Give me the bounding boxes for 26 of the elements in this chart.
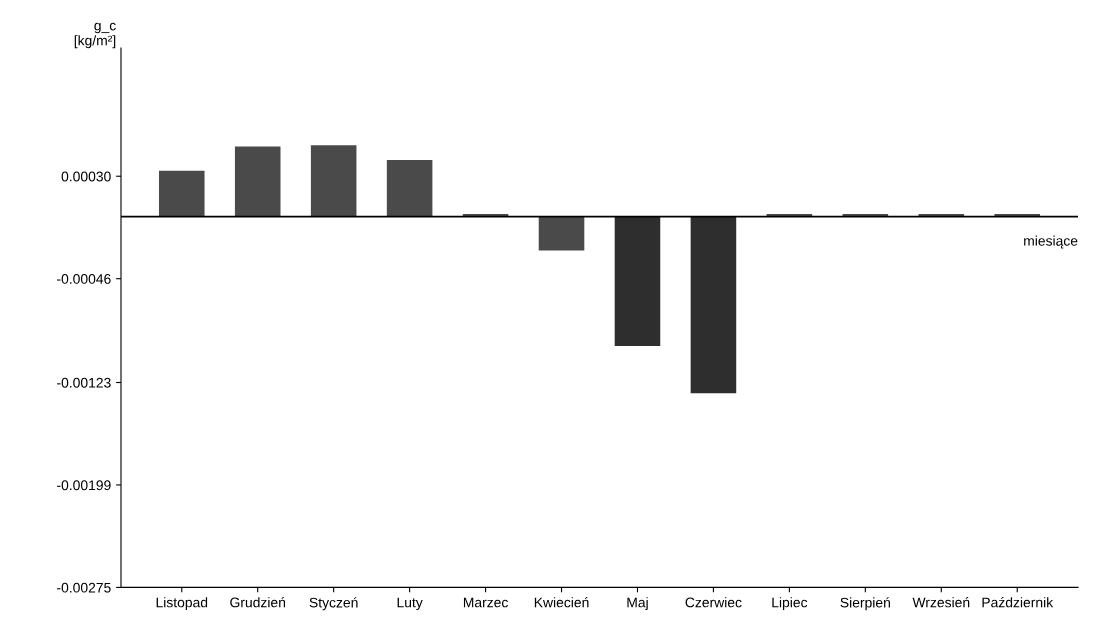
y-tick-label: -0.00046	[57, 274, 111, 284]
x-tick-label: Październik	[982, 596, 1054, 608]
x-tick-label: Styczeń	[309, 597, 358, 611]
bar	[386, 160, 433, 217]
y-tick-label: 0.00030	[61, 171, 111, 182]
x-tick-label: Kwiecień	[534, 596, 589, 608]
bar	[614, 216, 661, 347]
bar	[690, 216, 737, 394]
y-tick-label: -0.00123	[57, 377, 111, 388]
x-tick-label: Wrzesień	[912, 596, 970, 608]
x-tick-label: Czerwiec	[685, 597, 742, 608]
x-tick-label: Luty	[397, 597, 423, 611]
x-axis-title: miesiące	[1024, 235, 1078, 249]
y-axis-title: g_c [kg/m²]	[74, 22, 116, 49]
x-tick-label: Listopad	[156, 597, 208, 611]
bar	[310, 145, 357, 217]
y-tick-label: -0.00199	[57, 480, 111, 491]
x-tick-label: Lipiec	[772, 597, 808, 611]
x-tick-label: Sierpień	[840, 597, 890, 611]
x-tick-label: Marzec	[463, 597, 508, 608]
x-tick-label: Grudzień	[230, 596, 286, 608]
y-tick-label: -0.00275	[57, 582, 111, 593]
x-tick-label: Maj	[627, 597, 648, 611]
bar	[538, 216, 585, 251]
bar	[234, 146, 281, 217]
bar	[158, 170, 205, 217]
